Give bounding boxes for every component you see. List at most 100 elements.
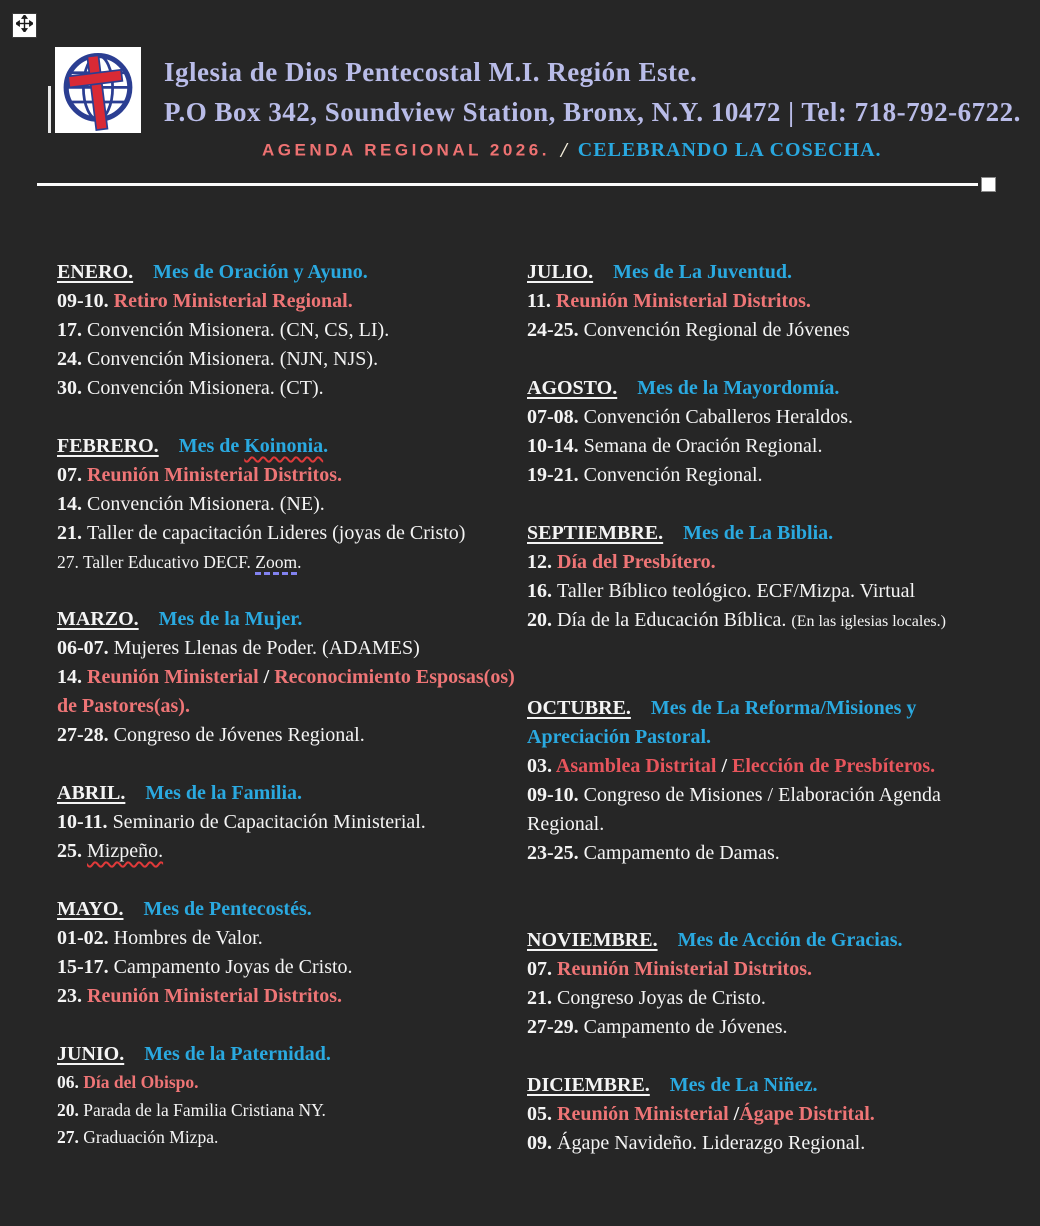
event-text-segment: Convención Misionera. (CN, CS, LI). — [87, 319, 390, 341]
event-text-segment: Taller de capacitación Lideres (joyas de… — [87, 522, 466, 544]
event-line: 10-11. Seminario de Capacitación Ministe… — [57, 808, 519, 837]
event-date: 30. — [57, 377, 87, 399]
event-line: 20. Parada de la Familia Cristiana NY. — [57, 1097, 519, 1125]
event-date: 23-25. — [527, 842, 584, 864]
event-line: 23-25. Campamento de Damas. — [527, 839, 1017, 868]
month-header: SEPTIEMBRE. Mes de La Biblia. — [527, 519, 1017, 548]
event-text-segment: Graduación Mizpa. — [83, 1127, 219, 1147]
month-header: DICIEMBRE. Mes de La Niñez. — [527, 1071, 1017, 1100]
event-text-segment: Mes de la Mayordomía. — [637, 377, 840, 399]
month-theme: Mes de La Juventud. — [613, 261, 792, 283]
church-logo — [55, 47, 141, 133]
month-name: JUNIO. — [57, 1043, 125, 1065]
event-text-segment: Taller Educativo DECF. — [82, 552, 256, 572]
month-name: DICIEMBRE. — [527, 1074, 650, 1096]
month-header: MARZO. Mes de la Mujer. — [57, 605, 519, 634]
event-text-segment: Mes de La Reforma/Misiones y Apreciación… — [527, 697, 917, 748]
event-text-segment: Mes de La Biblia. — [683, 522, 834, 544]
event-line: 11. Reunión Ministerial Distritos. — [527, 287, 1017, 316]
month-theme: Mes de Pentecostés. — [143, 898, 311, 920]
event-text-segment: Congreso Joyas de Cristo. — [557, 987, 766, 1009]
event-date: 27-29. — [527, 1016, 584, 1038]
event-date: 17. — [57, 319, 87, 341]
event-line: 12. Día del Presbítero. — [527, 548, 1017, 577]
month-name: ENERO. — [57, 261, 134, 283]
divider-line[interactable] — [37, 183, 978, 186]
event-line: 09-10. Congreso de Misiones / Elaboració… — [527, 781, 1017, 839]
event-text-segment: Mizpeño. — [87, 840, 164, 862]
event-text-segment: / — [728, 1103, 740, 1125]
event-date: 06-07. — [57, 637, 114, 659]
month-section-marzo: MARZO. Mes de la Mujer. 06-07. Mujeres Lle… — [57, 605, 519, 750]
agenda-slash: / — [560, 138, 567, 162]
event-text-segment: Mujeres Llenas de Poder. (ADAMES) — [113, 637, 420, 659]
month-theme: Mes de La Reforma/Misiones y Apreciación… — [527, 697, 916, 748]
month-header: ENERO. Mes de Oración y Ayuno. — [57, 258, 519, 287]
event-line: 27-28. Congreso de Jóvenes Regional. — [57, 721, 519, 750]
event-text-segment: Reunión Ministerial Distritos. — [87, 985, 342, 1007]
event-line: 14. Convención Misionera. (NE). — [57, 490, 519, 519]
event-date: 21. — [527, 987, 557, 1009]
event-text-segment: Día de la Educación Bíblica. — [557, 609, 792, 631]
event-line: 24-25. Convención Regional de Jóvenes — [527, 316, 1017, 345]
event-line: 24. Convención Misionera. (NJN, NJS). — [57, 345, 519, 374]
event-line: 01-02. Hombres de Valor. — [57, 924, 519, 953]
event-line: 09-10. Retiro Ministerial Regional. — [57, 287, 519, 316]
event-text-segment: Congreso de Misiones / Elaboración Agend… — [527, 784, 941, 835]
event-date: 07. — [527, 958, 557, 980]
event-text-segment: Taller Bíblico teológico. ECF/Mizpa. Vir… — [557, 580, 916, 602]
resize-square-handle[interactable] — [982, 178, 995, 191]
month-header: NOVIEMBRE. Mes de Acción de Gracias. — [527, 926, 1017, 955]
month-section-septiembre: SEPTIEMBRE. Mes de La Biblia. 12. Día del … — [527, 519, 1017, 636]
month-name: ABRIL. — [57, 782, 126, 804]
event-line: 05. Reunión Ministerial /Ágape Distrital… — [527, 1100, 1017, 1129]
event-text-segment: Mes de Acción de Gracias. — [677, 929, 903, 951]
event-line: 09. Ágape Navideño. Liderazgo Regional. — [527, 1129, 1017, 1158]
event-line: 10-14. Semana de Oración Regional. — [527, 432, 1017, 461]
month-name: AGOSTO. — [527, 377, 618, 399]
month-section-octubre: OCTUBRE. Mes de La Reforma/Misiones y Apr… — [527, 694, 1017, 868]
event-date: 23. — [57, 985, 87, 1007]
month-header: MAYO. Mes de Pentecostés. — [57, 895, 519, 924]
event-line: 07-08. Convención Caballeros Heraldos. — [527, 403, 1017, 432]
event-text-segment: Campamento de Damas. — [583, 842, 780, 864]
event-date: 01-02. — [57, 927, 114, 949]
event-line: 21. Congreso Joyas de Cristo. — [527, 984, 1017, 1013]
event-date: 25. — [57, 840, 87, 862]
agenda-line: AGENDA REGIONAL 2026. / CELEBRANDO LA CO… — [262, 138, 882, 163]
event-text-segment: Mes de la Paternidad. — [144, 1043, 331, 1065]
month-header: FEBRERO. Mes de Koinonia. — [57, 432, 519, 461]
event-text-segment: Semana de Oración Regional. — [583, 435, 823, 457]
event-text-segment: Elección de Presbíteros. — [732, 755, 936, 777]
event-text-segment: Koinonia — [244, 435, 324, 457]
event-date: 14. — [57, 666, 87, 688]
event-text-segment: Mes de La Niñez. — [669, 1074, 818, 1096]
move-handle[interactable] — [13, 13, 36, 37]
event-text-segment: Convención Misionera. (NE). — [87, 493, 325, 515]
month-name: FEBRERO. — [57, 435, 159, 457]
event-text-segment: Campamento Joyas de Cristo. — [113, 956, 353, 978]
event-date: 12. — [527, 551, 557, 573]
month-section-noviembre: NOVIEMBRE. Mes de Acción de Gracias. 07. R… — [527, 926, 1017, 1042]
month-section-mayo: MAYO. Mes de Pentecostés. 01-02. Hombres d… — [57, 895, 519, 1011]
event-date: 27. — [57, 552, 83, 572]
calendar-column-left: ENERO. Mes de Oración y Ayuno. 09-10. Reti… — [57, 258, 519, 1181]
event-date: 07. — [57, 464, 87, 486]
event-line: 14. Reunión Ministerial / Reconocimiento… — [57, 663, 519, 721]
event-line: 27. Graduación Mizpa. — [57, 1124, 519, 1152]
agenda-title: AGENDA REGIONAL 2026. — [262, 140, 550, 160]
event-text-segment: Ágape Distrital. — [739, 1103, 875, 1125]
event-date: 07-08. — [527, 406, 584, 428]
event-line: 27-29. Campamento de Jóvenes. — [527, 1013, 1017, 1042]
event-date: 09-10. — [57, 290, 114, 312]
event-line: 27. Taller Educativo DECF. Zoom. — [57, 548, 519, 576]
month-name: NOVIEMBRE. — [527, 929, 658, 951]
month-section-junio: JUNIO. Mes de la Paternidad. 06. Día del O… — [57, 1040, 519, 1152]
org-title: Iglesia de Dios Pentecostal M.I. Región … — [164, 57, 698, 87]
month-header: OCTUBRE. Mes de La Reforma/Misiones y Apr… — [527, 694, 1017, 752]
event-text-segment: . — [297, 552, 302, 572]
event-date: 24. — [57, 348, 87, 370]
event-text-segment: Retiro Ministerial Regional. — [113, 290, 353, 312]
month-name: OCTUBRE. — [527, 697, 631, 719]
event-text-segment: Campamento de Jóvenes. — [583, 1016, 788, 1038]
